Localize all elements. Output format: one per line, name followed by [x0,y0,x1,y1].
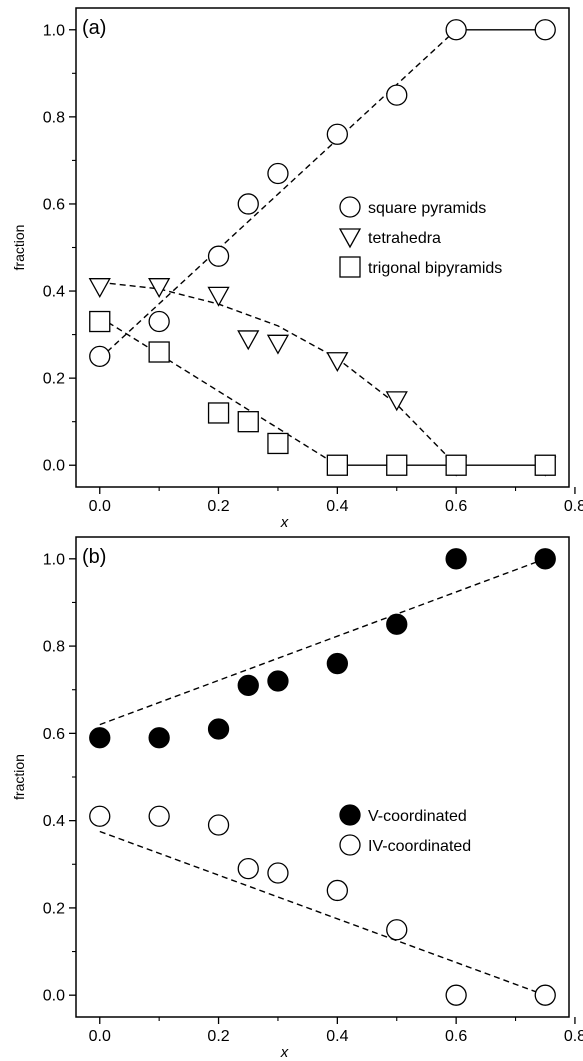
fit-line-dashed [99,281,457,466]
data-point [89,727,111,749]
x-tick-label: 0.8 [564,498,583,515]
data-point [267,862,289,884]
data-point [237,193,259,215]
x-tick-label: 0.6 [445,498,467,515]
data-point [237,857,259,880]
data-point [267,432,289,455]
legend-marker [339,834,361,856]
x-tick-label: 0.4 [326,1028,348,1045]
data-point [207,245,230,267]
data-point [207,286,230,307]
series-trigonal-bipyramids [89,310,556,476]
data-point [385,391,408,412]
data-point [88,278,111,299]
legend-marker [339,256,361,278]
data-point [89,805,111,827]
data-point [326,454,348,476]
data-point [237,330,260,351]
data-point [534,454,556,476]
data-point [237,411,259,433]
panel-a: 0.0 0.2 0.4 0.6 0.8 0.0 0.2 0.4 0.6 0.8 1.0 x fracti… [11,7,583,531]
legend-label: square pyramids [368,200,486,217]
data-point [326,352,349,373]
y-tick-label: 0.2 [43,371,65,388]
data-point [148,278,171,299]
data-point [326,879,348,902]
x-axis-label: x [280,514,289,531]
data-point [445,454,467,476]
data-point [267,670,289,692]
y-tick-label: 0.2 [43,900,65,917]
y-tick-label: 1.0 [43,22,65,39]
data-point [326,652,348,675]
y-tick-label: 1.0 [43,551,65,568]
data-point [148,310,170,333]
x-tick-label: 0.6 [445,1028,467,1045]
legend-label: trigonal bipyramids [368,260,502,277]
y-axis-label: fraction [11,754,27,800]
series-tetrahedra [88,278,557,477]
data-point [386,84,408,106]
legend-marker [339,804,361,826]
fit-line-dashed [99,558,546,726]
data-point [445,548,467,570]
series-v-coordinated [89,548,556,749]
fit-line-dashed [99,29,457,360]
data-point [148,341,170,363]
data-point [445,984,467,1006]
y-tick-label: 0.8 [43,639,65,656]
legend-label: IV-coordinated [368,838,471,855]
y-tick-label: 0.4 [43,813,65,830]
x-tick-label: 0.2 [207,498,229,515]
y-tick-label: 0.6 [43,196,65,213]
y-tick-label: 0.0 [43,458,65,475]
x-tick-label: 0.2 [207,1028,229,1045]
data-point [534,548,556,570]
data-point [266,334,290,355]
data-point [326,123,348,145]
y-tick-label: 0.8 [43,109,65,126]
fit-line-dashed [99,830,546,996]
x-tick-label: 0.4 [326,498,348,515]
data-point [207,402,230,424]
legend: square pyramids tetrahedra trigonal bipyra… [338,196,502,278]
data-point [237,674,259,697]
x-axis-label: x [280,1044,289,1061]
y-tick-label: 0.6 [43,726,65,743]
plot-frame [75,536,570,1018]
data-point [207,718,230,740]
data-point [386,613,408,635]
legend-label: tetrahedra [368,230,441,247]
legend-marker [338,228,362,249]
data-point [386,919,408,941]
data-point [445,19,467,41]
legend-marker [339,196,361,218]
y-tick-label: 0.4 [43,284,65,301]
y-tick-label: 0.0 [43,988,65,1005]
legend: V-coordinated IV-coordinated [339,804,471,856]
fit-line-dashed [99,316,338,466]
panel-label: (a) [82,17,106,39]
data-point [148,727,170,749]
data-point [89,345,111,368]
plot-frame [75,7,570,488]
x-tick-label: 0.8 [564,1028,583,1045]
x-tick-label: 0.0 [89,1028,111,1045]
data-point [386,454,408,476]
data-point [89,310,111,333]
data-point [534,984,556,1006]
y-axis-label: fraction [11,225,27,271]
data-point [148,805,170,827]
data-point [534,19,556,41]
panel-b: 0.0 0.2 0.4 0.6 0.8 0.0 0.2 0.4 0.6 0.8 1.0 x fracti… [11,536,583,1061]
data-point [267,162,289,185]
series-square-pyramids [89,19,556,368]
series-iv-coordinated [89,805,556,1006]
x-tick-label: 0.0 [89,498,111,515]
legend-label: V-coordinated [368,808,467,825]
data-point [207,814,230,836]
panel-label: (b) [82,546,106,568]
